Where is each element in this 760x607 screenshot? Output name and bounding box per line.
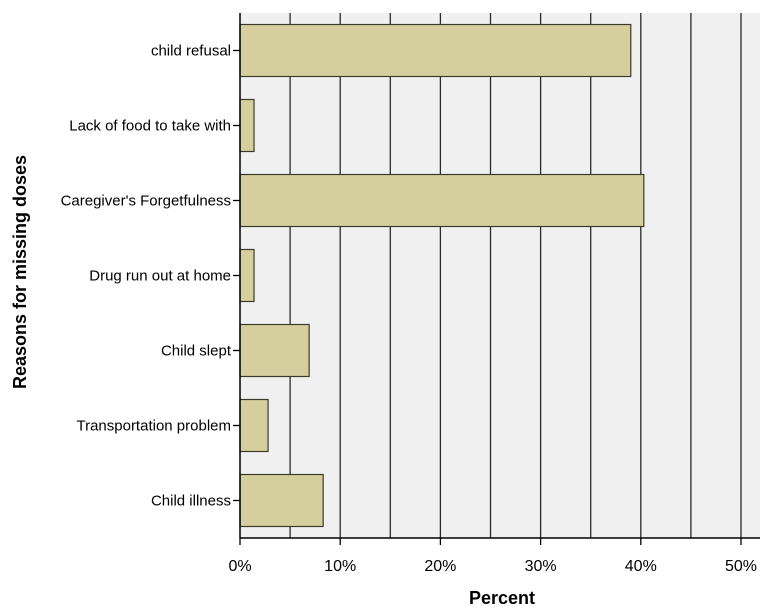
bars xyxy=(239,23,645,528)
gridlines xyxy=(289,13,742,538)
category-label: Child illness xyxy=(151,493,231,510)
x-tick-label: 50% xyxy=(725,558,757,575)
x-tick-label: 20% xyxy=(424,558,456,575)
bar xyxy=(239,323,310,378)
bar xyxy=(239,248,255,303)
y-axis-ticks xyxy=(233,49,240,502)
category-label: Caregiver's Forgetfulness xyxy=(61,193,231,210)
x-tick-label: 0% xyxy=(228,558,251,575)
category-label: Transportation problem xyxy=(76,418,231,435)
category-label: Child slept xyxy=(161,343,232,360)
bar xyxy=(239,398,269,453)
y-axis-tick-labels: child refusal Lack of food to take with Ca… xyxy=(61,43,232,510)
bar xyxy=(239,23,632,78)
category-label: child refusal xyxy=(151,43,231,60)
category-label: Drug run out at home xyxy=(89,268,231,285)
category-label: Lack of food to take with xyxy=(69,118,231,135)
x-tick-label: 40% xyxy=(625,558,657,575)
x-tick-label: 30% xyxy=(525,558,557,575)
x-tick-label: 10% xyxy=(324,558,356,575)
x-axis-title: Percent xyxy=(469,588,535,607)
y-axis-title: Reasons for missing doses xyxy=(10,155,30,389)
x-axis-ticks xyxy=(239,538,742,545)
bar xyxy=(239,473,324,528)
bar xyxy=(239,173,645,228)
x-axis-tick-labels: 0% 10% 20% 30% 40% 50% xyxy=(228,558,757,575)
bar xyxy=(239,98,255,153)
plot-area xyxy=(240,13,760,538)
